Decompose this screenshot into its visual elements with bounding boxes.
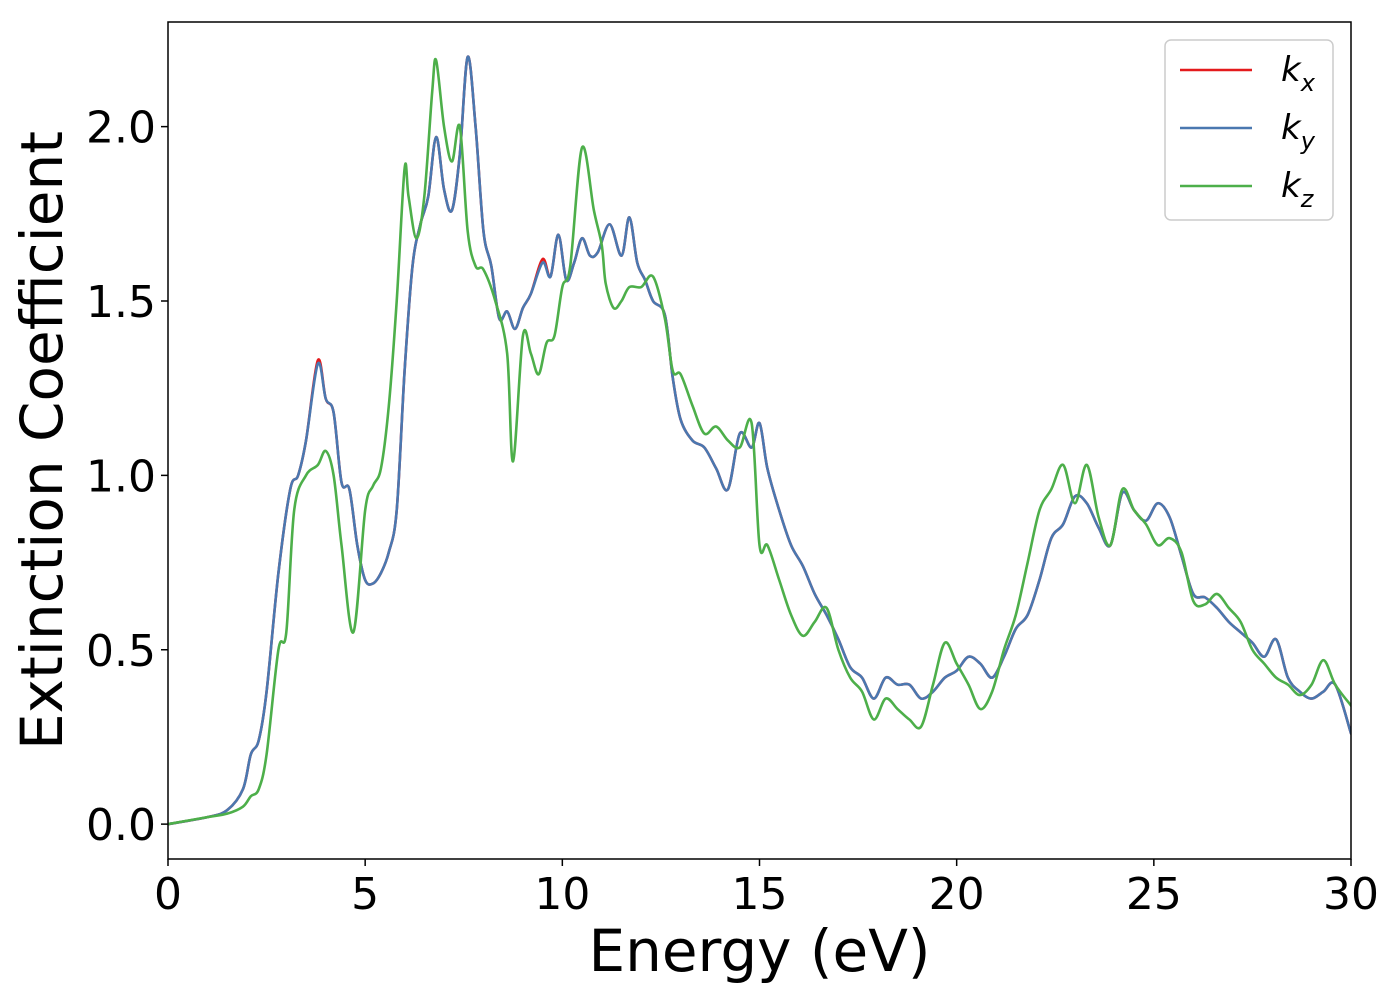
plot-area bbox=[168, 55, 1351, 826]
legend-label: kz bbox=[1281, 166, 1315, 213]
legend-box bbox=[1164, 39, 1334, 221]
legend-label-main: k bbox=[1281, 50, 1302, 90]
legend-label: ky bbox=[1281, 108, 1316, 155]
x-tick-label: 5 bbox=[351, 869, 379, 920]
y-tick-label: 1.5 bbox=[86, 277, 156, 328]
x-axis: 0 5 10 15 20 25 30 bbox=[154, 859, 1379, 920]
x-axis-title: Energy (eV) bbox=[588, 917, 930, 985]
legend-label: kx bbox=[1281, 50, 1316, 97]
legend-label-main: k bbox=[1281, 108, 1302, 148]
legend-label-subscript: y bbox=[1300, 127, 1316, 155]
series-layer bbox=[168, 55, 1351, 826]
legend-label-subscript: x bbox=[1300, 69, 1316, 97]
x-tick-label: 10 bbox=[534, 869, 590, 920]
x-tick-label: 15 bbox=[732, 869, 788, 920]
x-tick-label: 20 bbox=[929, 869, 985, 920]
x-tick-label: 30 bbox=[1323, 869, 1379, 920]
y-tick-label: 0.5 bbox=[86, 626, 156, 677]
y-tick-label: 0.0 bbox=[86, 800, 156, 851]
x-tick-label: 25 bbox=[1126, 869, 1182, 920]
legend-label-subscript: z bbox=[1300, 185, 1315, 213]
legend-label-main: k bbox=[1281, 166, 1302, 206]
series-line-k-z bbox=[168, 57, 1351, 826]
y-axis: 0.0 0.5 1.0 1.5 2.0 bbox=[86, 103, 168, 851]
y-axis-title: Extinction Coefficient bbox=[8, 131, 76, 750]
x-tick-label: 0 bbox=[154, 869, 182, 920]
y-tick-label: 2.0 bbox=[86, 103, 156, 154]
y-tick-label: 1.0 bbox=[86, 451, 156, 502]
